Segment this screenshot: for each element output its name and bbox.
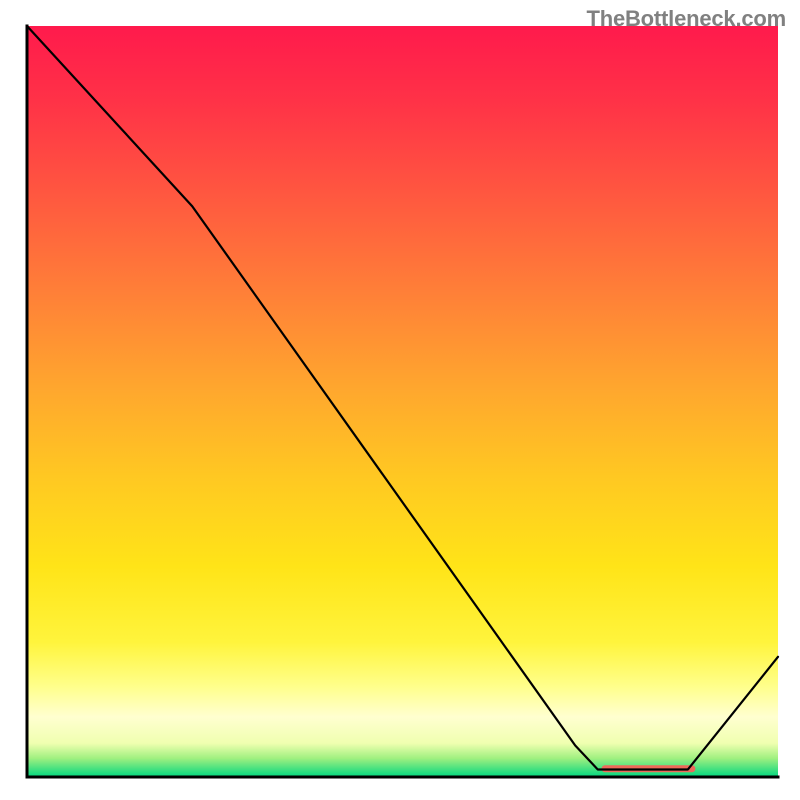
watermark-text: TheBottleneck.com	[586, 6, 786, 32]
chart-container: { "watermark": "TheBottleneck.com", "cha…	[0, 0, 800, 800]
plot-background	[27, 26, 778, 777]
bottleneck-chart	[0, 0, 800, 800]
